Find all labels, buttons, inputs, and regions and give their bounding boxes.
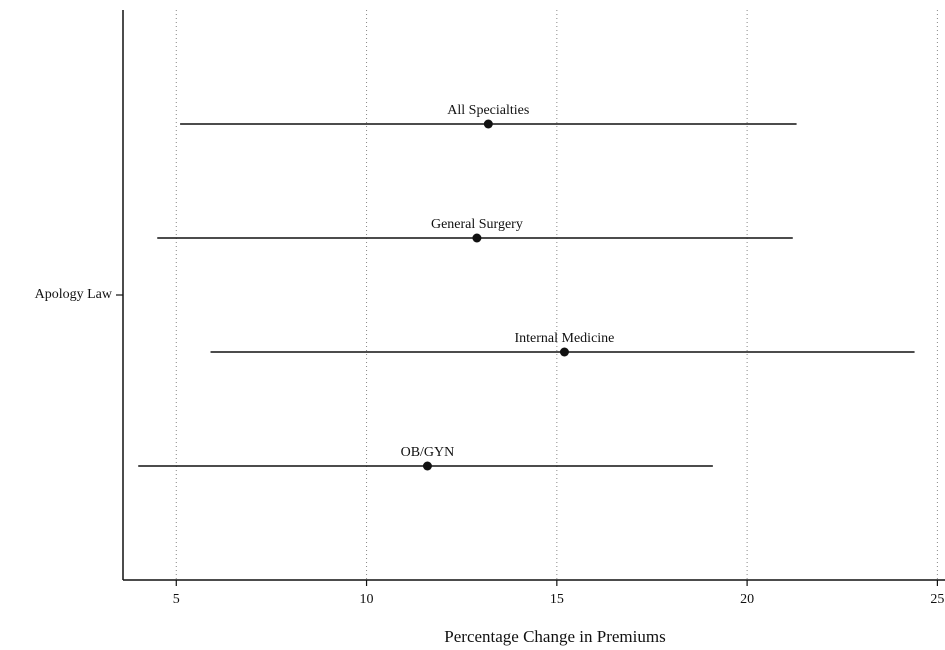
x-tick-label: 15 [550,592,564,607]
point-estimate [422,461,432,471]
series-label: OB/GYN [401,445,455,460]
series-label: Internal Medicine [514,331,614,346]
x-tick-label: 25 [930,592,944,607]
x-tick-label: 5 [173,592,180,607]
point-estimate [472,233,482,243]
point-estimate [483,119,493,129]
y-tick-label: Apology Law [35,287,113,302]
series-label: General Surgery [431,217,523,232]
point-estimate [559,347,569,357]
x-axis-title: Percentage Change in Premiums [444,627,665,646]
series-label: All Specialties [447,103,529,118]
x-tick-label: 20 [740,592,754,607]
x-tick-label: 10 [360,592,374,607]
